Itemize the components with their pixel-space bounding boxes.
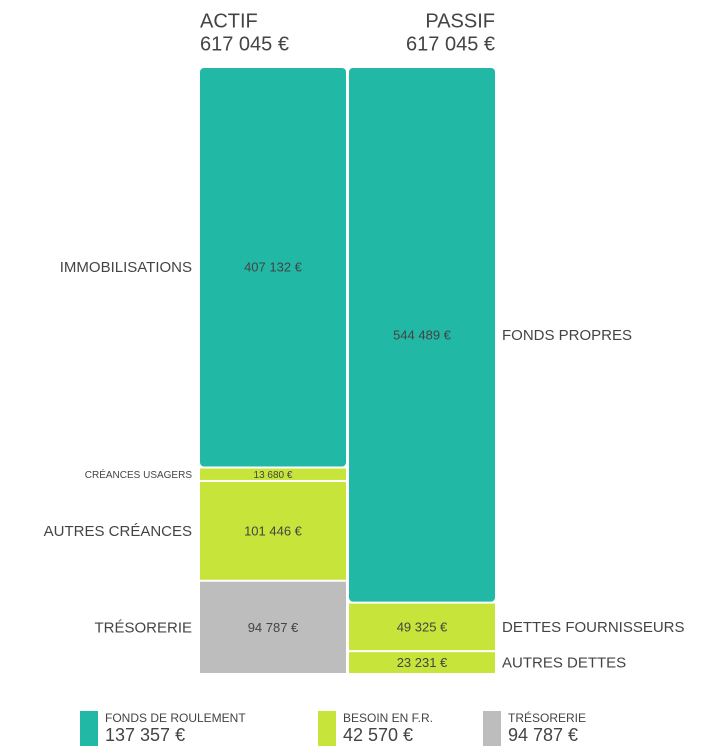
segment-label: FONDS PROPRES (502, 327, 632, 344)
segment (349, 68, 495, 602)
legend-name: BESOIN EN F.R. (343, 711, 433, 725)
segment (200, 68, 346, 467)
legend-name: FONDS DE ROULEMENT (105, 711, 246, 725)
column-title: ACTIF (200, 10, 258, 32)
column-title: PASSIF (425, 10, 495, 32)
segment (200, 481, 346, 580)
legend-value: 137 357 € (105, 725, 185, 745)
segment (200, 581, 346, 673)
value-label: 94 787 € (248, 620, 299, 635)
segment-label: AUTRES DETTES (502, 655, 626, 672)
segment-label: DETTES FOURNISSEURS (502, 619, 685, 636)
segment-label: AUTRES CRÉANCES (44, 523, 192, 540)
value-label: 23 231 € (397, 655, 448, 670)
column-total: 617 045 € (406, 33, 495, 55)
legend-swatch (80, 711, 98, 746)
segment (349, 652, 495, 673)
value-label: 49 325 € (397, 619, 448, 634)
segment-label: TRÉSORERIE (94, 619, 192, 636)
value-label: 544 489 € (393, 327, 452, 342)
legend-value: 94 787 € (508, 725, 578, 745)
segment (200, 468, 346, 480)
legend-swatch (318, 711, 336, 746)
value-label: 101 446 € (244, 523, 303, 538)
legend-value: 42 570 € (343, 725, 413, 745)
legend-swatch (483, 711, 501, 746)
value-label: 407 132 € (244, 260, 303, 275)
segment-label: IMMOBILISATIONS (60, 259, 192, 276)
column-total: 617 045 € (200, 33, 289, 55)
value-label: 13 680 € (254, 470, 293, 481)
segment (349, 603, 495, 651)
segment-label: CRÉANCES USAGERS (85, 468, 193, 481)
legend-name: TRÉSORERIE (508, 710, 586, 725)
